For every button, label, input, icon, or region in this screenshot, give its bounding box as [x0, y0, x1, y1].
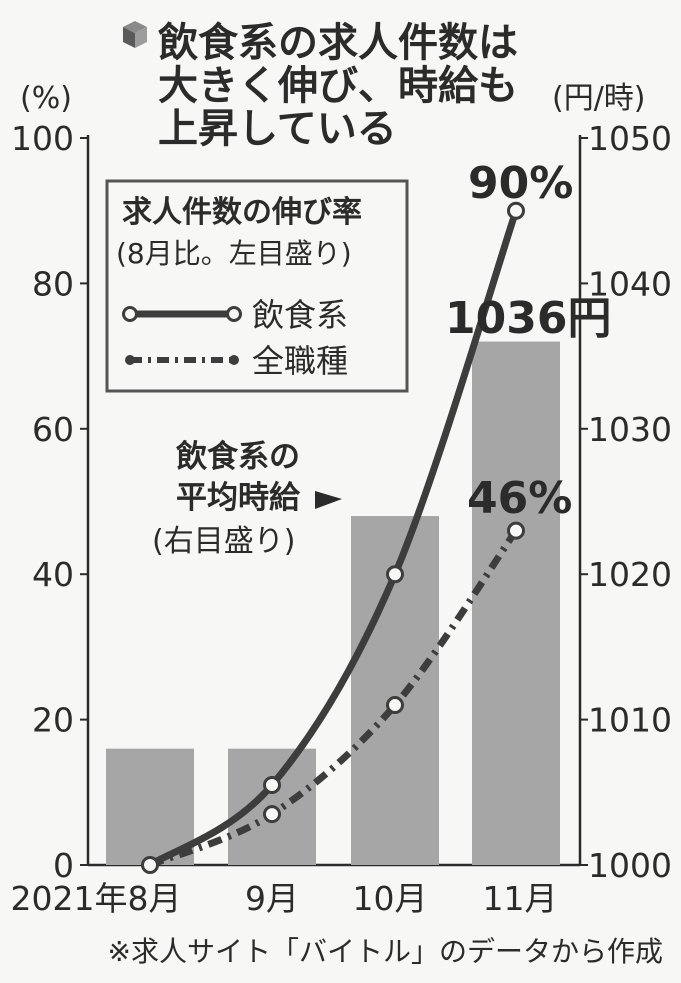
right-tick-label: 1000 [588, 846, 672, 885]
left-tick-label: 60 [32, 410, 74, 449]
legend-box [105, 179, 409, 393]
legend-swatch-dashdot [125, 355, 239, 365]
x-axis-ticks: 2021年8月 9月 10月 11月 [11, 879, 558, 918]
legend-label-all: 全職種 [252, 342, 348, 380]
wage-bar [472, 341, 560, 865]
right-tick-label: 1020 [588, 555, 672, 594]
series-point-restaurant [507, 201, 525, 220]
series-point-all [386, 696, 404, 715]
legend-subtitle: (8月比。左目盛り) [116, 237, 352, 270]
right-axis-ticks: 1000 1010 1020 1030 1040 1050 [580, 119, 672, 885]
bar-annotation-line-1: 飲食系の [176, 439, 300, 475]
left-tick-label: 20 [32, 701, 74, 740]
legend-label-restaurant: 飲食系 [252, 296, 348, 334]
wage-last-label: 1036円 [445, 293, 611, 344]
chart-title-line-2: 大きく伸び、時給も [158, 63, 518, 109]
series-point-restaurant [263, 776, 281, 795]
wage-bars [106, 341, 560, 865]
series-point-restaurant [141, 856, 159, 874]
left-tick-label: 0 [53, 846, 74, 885]
bar-annotation-arrow [315, 491, 342, 509]
x-tick-label: 10月 [353, 879, 428, 918]
left-tick-label: 80 [32, 264, 74, 303]
title-icon [123, 21, 147, 48]
x-tick-label: 9月 [245, 879, 299, 918]
growth-lines [141, 201, 525, 874]
series-point-all [263, 805, 281, 824]
restaurant-last-label: 90% [468, 158, 573, 209]
bar-annotation-line-2: 平均時給 [176, 480, 301, 516]
right-tick-label: 1050 [588, 119, 672, 158]
series-line-restaurant [148, 209, 520, 868]
left-tick-label: 100 [11, 119, 74, 158]
series-line-all [148, 528, 519, 869]
bar-annotation-line-3: (右目盛り) [152, 524, 295, 559]
legend-title: 求人件数の伸び率 [122, 195, 362, 230]
wage-bar [106, 748, 194, 865]
series-point-all [507, 521, 525, 540]
x-tick-label: 11月 [483, 879, 558, 918]
all-last-label: 46% [467, 473, 572, 524]
right-tick-label: 1030 [588, 410, 672, 449]
right-tick-label: 1040 [588, 264, 672, 303]
legend: 求人件数の伸び率 (8月比。左目盛り) 飲食系 全職種 [105, 179, 409, 393]
x-tick-label: 2021年8月 [11, 879, 182, 918]
chart-title-line-3: 上昇している [158, 106, 397, 152]
right-axis-unit: (円/時) [552, 81, 646, 116]
bar-annotation: 飲食系の 平均時給 (右目盛り) [152, 439, 342, 559]
left-axis-ticks: 0 20 40 60 80 100 [11, 119, 88, 885]
right-tick-label: 1010 [588, 701, 672, 740]
left-axis-unit: (%) [20, 81, 72, 116]
left-tick-label: 40 [32, 555, 74, 594]
source-note: ※求人サイト「バイトル」のデータから作成 [108, 935, 663, 968]
chart-title-line-1: 飲食系の求人件数は [158, 20, 518, 66]
series-point-restaurant [386, 565, 404, 584]
legend-swatch-solid [122, 306, 242, 322]
